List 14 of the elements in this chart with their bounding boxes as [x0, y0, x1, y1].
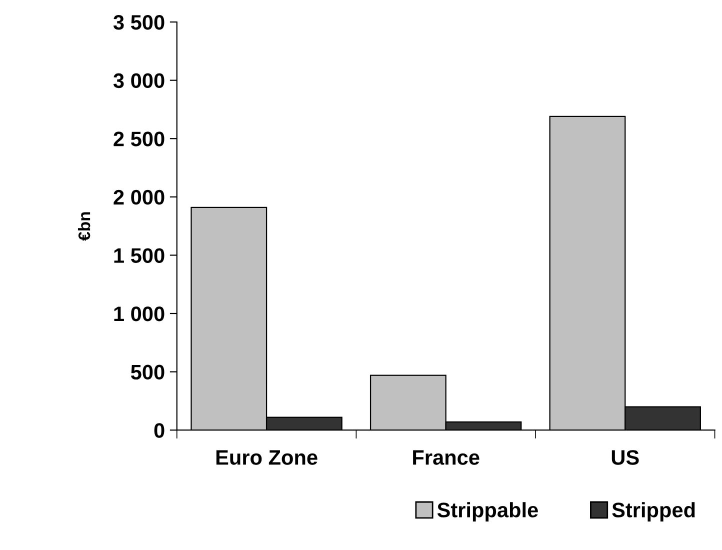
x-tick-label: Euro Zone — [216, 450, 318, 465]
legend-label: Stripped — [612, 502, 695, 522]
y-axis-title: €bn — [78, 212, 90, 241]
y-tick-label: 2 000 — [114, 190, 164, 205]
y-tick-label: 3 000 — [113, 73, 164, 88]
x-tick-label: France — [413, 450, 480, 465]
y-tick-label: 2 500 — [114, 132, 164, 146]
legend-label: Strippable — [437, 502, 538, 522]
y-tick-label: 1 000 — [114, 306, 164, 322]
y-tick-label: 3 500 — [113, 15, 164, 30]
y-tick-label: 500 — [130, 364, 164, 380]
y-tick-label: 1 500 — [114, 248, 164, 263]
y-tick-label: 0 — [154, 423, 164, 438]
x-tick-label: US — [612, 450, 639, 465]
